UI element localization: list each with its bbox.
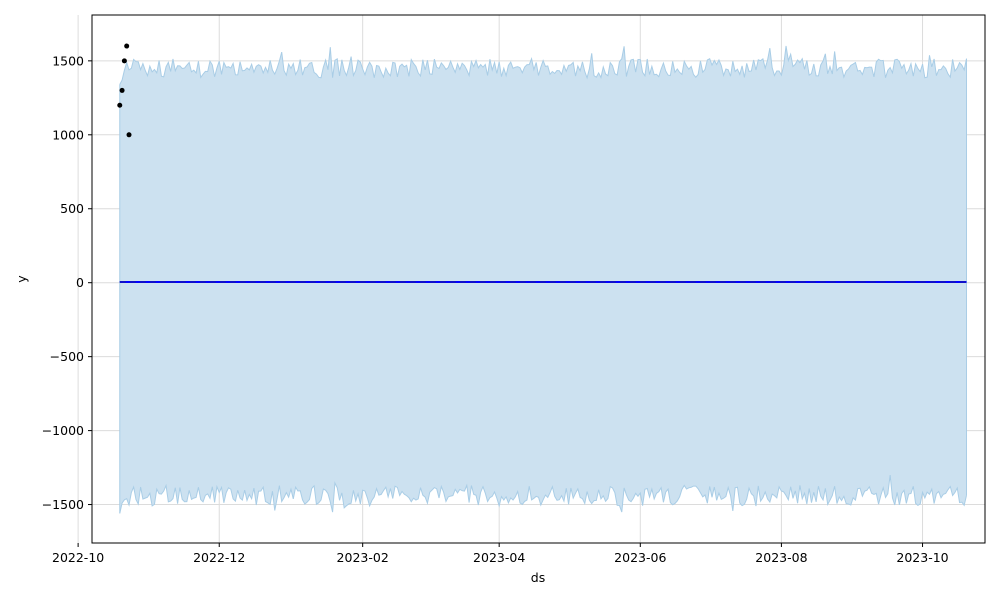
x-axis-title: ds [531,570,545,585]
x-axis-ticks: 2022-10 2022-12 2023-02 2023-04 2023-06 2023-… [52,543,949,565]
observed-point [121,58,127,64]
upper-bound-line [119,45,967,85]
observed-points-layer [117,43,132,138]
y-tick-label: 500 [60,201,84,216]
x-tick-label: 2023-02 [337,550,389,565]
observed-point [124,43,130,49]
plot-frame [91,14,986,544]
observed-point [117,102,123,108]
y-tick-label: 0 [76,275,84,290]
uncertainty-band [119,45,967,514]
uncertainty-band-layer [119,45,967,514]
lower-bound-line [119,474,967,514]
y-tick-label: −1000 [42,423,84,438]
y-axis-title: y [14,275,29,283]
y-axis-ticks: −1500 −1000 −500 0 500 1000 1500 [42,53,92,512]
x-tick-label: 2022-12 [193,550,245,565]
x-tick-label: 2023-10 [896,550,948,565]
y-tick-label: 1000 [52,127,84,142]
observed-point [119,87,125,93]
observed-point [126,132,132,138]
y-tick-label: −1500 [42,497,84,512]
x-tick-label: 2023-04 [473,550,525,565]
x-tick-label: 2023-08 [755,550,807,565]
y-tick-label: −500 [50,349,84,364]
y-tick-label: 1500 [52,53,84,68]
x-tick-label: 2023-06 [614,550,666,565]
x-tick-label: 2022-10 [52,550,104,565]
